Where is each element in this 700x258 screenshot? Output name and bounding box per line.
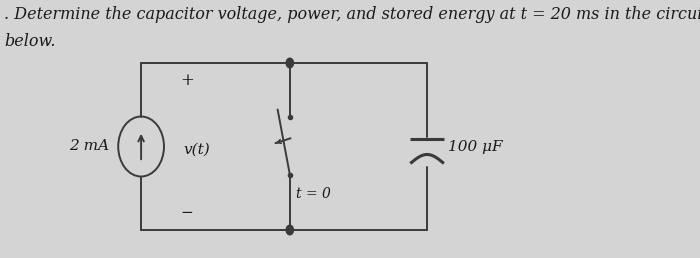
Text: 2 mA: 2 mA [69,140,109,154]
Circle shape [286,58,293,68]
Text: v(t): v(t) [183,142,210,157]
Text: . Determine the capacitor voltage, power, and stored energy at t = 20 ms in the : . Determine the capacitor voltage, power… [4,6,700,23]
Text: below.: below. [4,33,55,50]
Text: 100 μF: 100 μF [449,140,503,154]
Text: +: + [180,71,194,88]
Text: −: − [181,206,193,220]
Circle shape [286,225,293,235]
Text: t = 0: t = 0 [296,188,331,201]
